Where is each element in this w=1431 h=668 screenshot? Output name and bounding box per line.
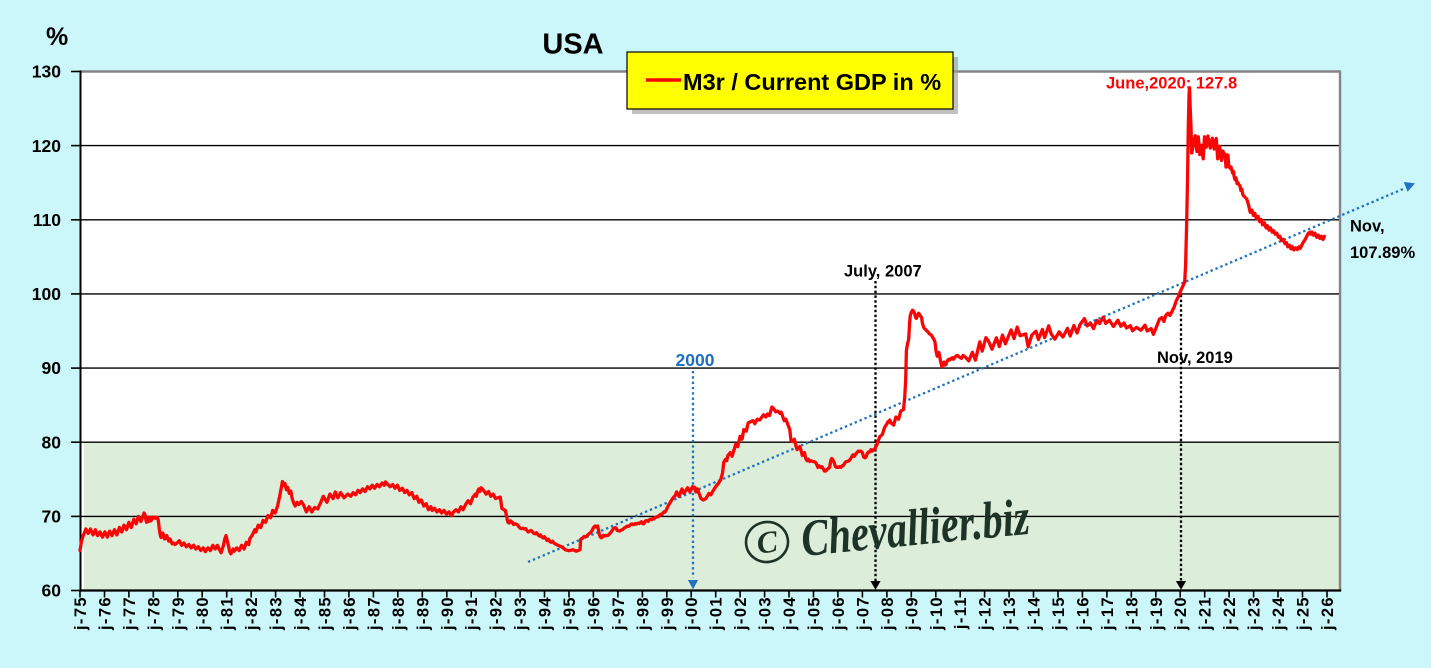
- svg-text:j-79: j-79: [170, 596, 188, 631]
- svg-text:j-81: j-81: [219, 596, 237, 631]
- svg-text:j-25: j-25: [1295, 596, 1313, 631]
- svg-text:j-22: j-22: [1221, 596, 1239, 631]
- svg-text:j-17: j-17: [1099, 596, 1117, 631]
- svg-text:j-12: j-12: [977, 596, 995, 631]
- svg-text:j-16: j-16: [1074, 596, 1092, 631]
- svg-text:USA: USA: [542, 29, 603, 61]
- svg-text:j-20: j-20: [1172, 596, 1190, 631]
- svg-text:107.89%: 107.89%: [1350, 244, 1415, 262]
- svg-text:j-15: j-15: [1050, 596, 1068, 631]
- svg-text:j-89: j-89: [414, 596, 432, 631]
- svg-text:July, 2007: July, 2007: [844, 263, 922, 281]
- svg-text:130: 130: [32, 62, 61, 82]
- svg-text:j-94: j-94: [537, 596, 555, 631]
- svg-text:j-14: j-14: [1026, 596, 1044, 631]
- svg-text:j-84: j-84: [292, 596, 310, 631]
- svg-text:60: 60: [42, 581, 62, 601]
- svg-text:80: 80: [42, 432, 62, 452]
- svg-text:Nov,: Nov,: [1350, 218, 1385, 236]
- svg-text:120: 120: [32, 136, 61, 156]
- svg-text:j-90: j-90: [439, 596, 457, 631]
- svg-text:j-91: j-91: [463, 596, 481, 631]
- svg-text:j-13: j-13: [1001, 596, 1019, 631]
- svg-text:Nov, 2019: Nov, 2019: [1157, 349, 1233, 367]
- svg-text:100: 100: [32, 284, 61, 304]
- svg-text:j-97: j-97: [610, 596, 628, 631]
- svg-text:2000: 2000: [676, 350, 715, 370]
- svg-text:j-04: j-04: [781, 596, 799, 631]
- svg-text:j-96: j-96: [585, 596, 603, 631]
- svg-text:j-86: j-86: [341, 596, 359, 631]
- svg-text:j-75: j-75: [72, 596, 90, 631]
- svg-text:M3r / Current GDP in %: M3r / Current GDP in %: [683, 69, 941, 95]
- svg-text:j-98: j-98: [634, 596, 652, 631]
- svg-text:j-18: j-18: [1123, 596, 1141, 631]
- svg-text:j-85: j-85: [317, 596, 335, 631]
- svg-text:June,2020: 127.8: June,2020: 127.8: [1106, 75, 1237, 93]
- svg-text:j-00: j-00: [683, 596, 701, 631]
- svg-text:j-82: j-82: [243, 596, 261, 631]
- svg-text:j-19: j-19: [1148, 596, 1166, 631]
- svg-text:j-26: j-26: [1319, 596, 1337, 631]
- svg-text:j-87: j-87: [365, 596, 383, 631]
- svg-text:j-01: j-01: [708, 596, 726, 631]
- svg-text:j-08: j-08: [879, 596, 897, 631]
- svg-text:j-07: j-07: [854, 596, 872, 631]
- svg-text:j-92: j-92: [488, 596, 506, 631]
- svg-text:j-09: j-09: [903, 596, 921, 631]
- svg-text:j-10: j-10: [928, 596, 946, 631]
- svg-text:70: 70: [42, 507, 62, 527]
- svg-text:j-80: j-80: [194, 596, 212, 631]
- svg-text:j-77: j-77: [121, 596, 139, 631]
- svg-text:j-03: j-03: [757, 596, 775, 631]
- svg-text:j-11: j-11: [952, 596, 970, 630]
- svg-text:j-05: j-05: [806, 596, 824, 631]
- svg-text:%: %: [46, 23, 68, 51]
- svg-text:j-23: j-23: [1246, 596, 1264, 631]
- svg-text:90: 90: [42, 358, 62, 378]
- svg-text:j-24: j-24: [1270, 596, 1288, 631]
- svg-text:j-78: j-78: [145, 596, 163, 631]
- svg-text:j-83: j-83: [268, 596, 286, 631]
- svg-text:j-88: j-88: [390, 596, 408, 631]
- svg-text:j-06: j-06: [830, 596, 848, 631]
- svg-text:110: 110: [33, 210, 61, 230]
- svg-text:j-99: j-99: [659, 596, 677, 631]
- svg-text:j-21: j-21: [1197, 596, 1215, 631]
- svg-text:j-02: j-02: [732, 596, 750, 631]
- svg-text:j-93: j-93: [512, 596, 530, 631]
- svg-text:j-76: j-76: [97, 596, 115, 631]
- svg-text:j-95: j-95: [561, 596, 579, 631]
